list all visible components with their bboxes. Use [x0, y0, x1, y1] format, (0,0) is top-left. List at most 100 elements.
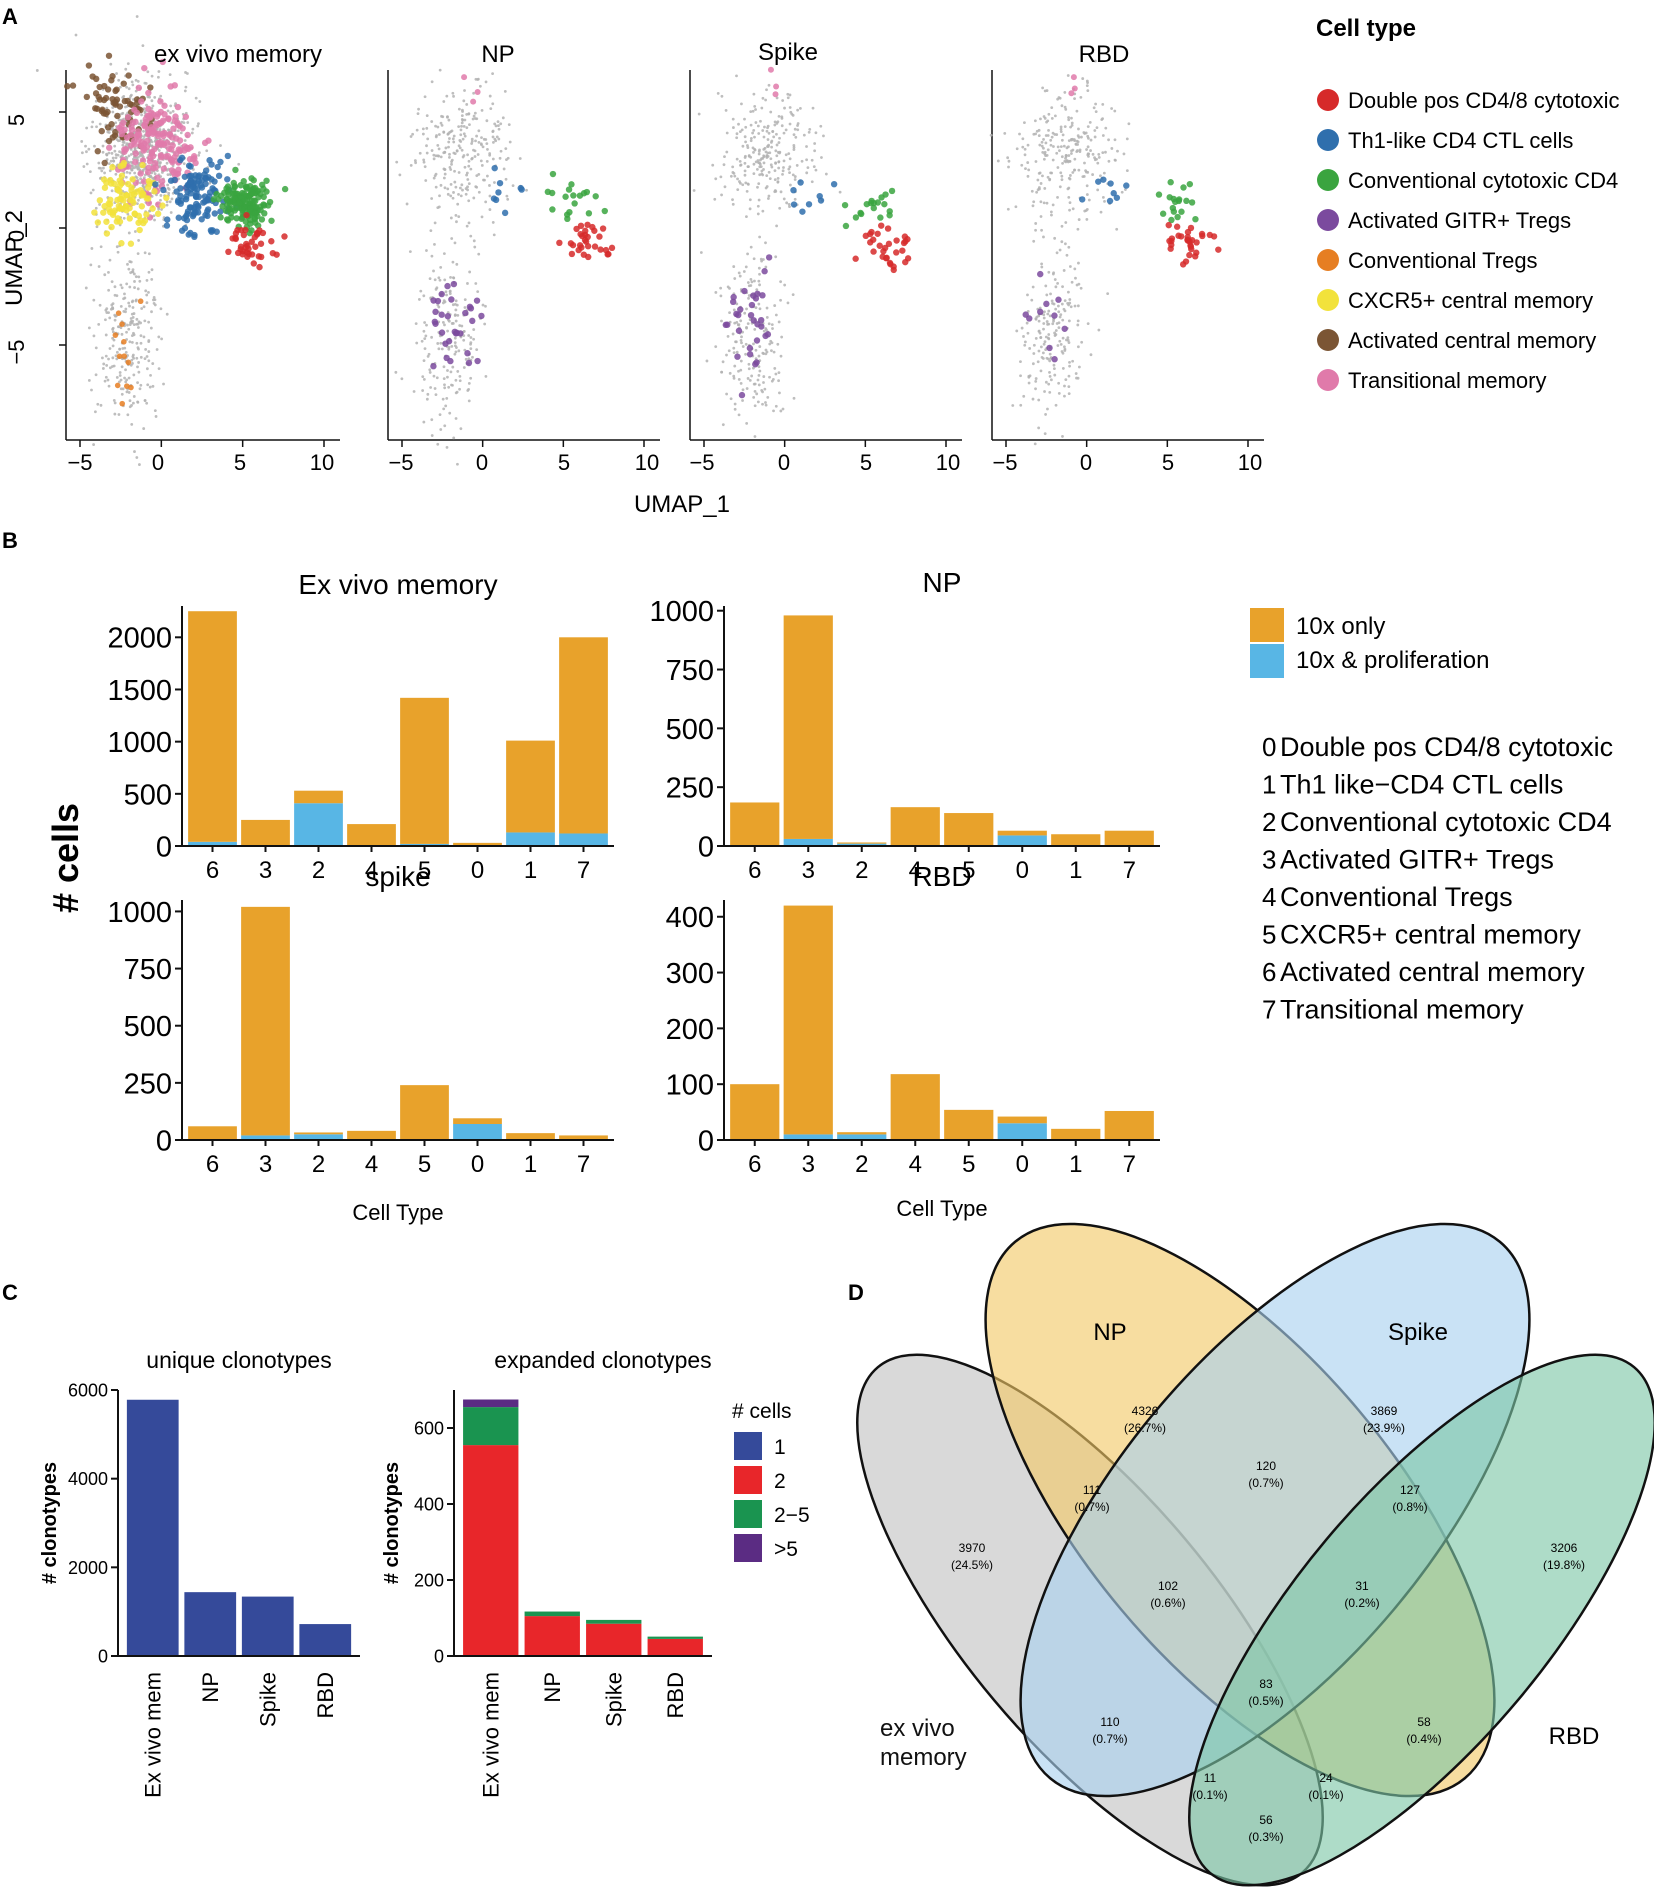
umap-background-cell: [85, 150, 88, 154]
umap-cell-cxcr5: [103, 218, 110, 225]
umap-background-cell: [159, 161, 162, 164]
umap-background-cell: [422, 420, 426, 424]
umap-background-cell: [447, 118, 451, 122]
umap-background-cell: [463, 134, 467, 138]
umap-cell-conv-treg: [119, 400, 126, 407]
umap-background-cell: [752, 128, 756, 132]
umap-background-cell: [435, 134, 438, 137]
umap-background-cell: [125, 85, 128, 89]
y-tick-label: 0: [98, 1646, 108, 1666]
umap-background-cell: [438, 68, 442, 72]
umap-background-cell: [465, 171, 469, 175]
umap-background-cell: [111, 156, 115, 160]
umap-background-cell: [150, 268, 154, 272]
umap-background-cell: [505, 194, 509, 198]
umap-cell-conv-cyto: [601, 207, 608, 215]
umap-background-cell: [434, 185, 438, 189]
umap-background-cell: [732, 265, 736, 268]
umap-background-cell: [96, 402, 100, 406]
umap-xlabel: UMAP_1: [634, 491, 730, 518]
umap-cell-conv-cyto: [1186, 180, 1194, 188]
umap-background-cell: [159, 194, 163, 197]
umap-background-cell: [457, 215, 461, 218]
umap-background-cell: [757, 279, 761, 283]
umap-background-cell: [125, 170, 129, 174]
umap-background-cell: [1066, 187, 1070, 191]
umap-cell-transitional: [201, 139, 209, 147]
umap-cell-double-pos: [597, 246, 604, 253]
umap-background-cell: [465, 103, 469, 106]
umap-background-cell: [453, 169, 456, 173]
umap-background-cell: [1067, 319, 1071, 323]
umap-background-cell: [761, 209, 765, 213]
umap-background-cell: [758, 272, 761, 276]
umap-background-cell: [732, 346, 736, 350]
umap-background-cell: [440, 123, 444, 127]
umap-background-cell: [127, 391, 131, 394]
umap-background-cell: [1085, 193, 1089, 196]
x-tick-label: RBD: [663, 1672, 688, 1718]
umap-background-cell: [93, 144, 96, 148]
umap-background-cell: [480, 215, 484, 219]
umap-cell-th1: [217, 208, 224, 215]
umap-cell-transitional: [145, 89, 152, 97]
umap-background-cell: [165, 203, 169, 207]
umap-background-cell: [796, 122, 800, 125]
umap-background-cell: [420, 339, 424, 343]
umap-background-cell: [766, 124, 770, 128]
celltype-key-number: 1: [1262, 770, 1276, 800]
umap-background-cell: [467, 221, 471, 225]
bar-10x-only: [997, 830, 1047, 836]
umap-background-cell: [426, 354, 430, 358]
umap-background-cell: [770, 145, 774, 149]
umap-background-cell: [788, 93, 792, 97]
umap-background-cell: [782, 166, 785, 169]
umap-background-cell: [129, 160, 133, 164]
umap-background-cell: [462, 329, 466, 333]
legend-label: Th1-like CD4 CTL cells: [1348, 128, 1573, 153]
umap-cell-transitional: [155, 139, 162, 147]
umap-background-cell: [148, 175, 152, 179]
umap-background-cell: [735, 350, 739, 354]
umap-background-cell: [481, 145, 485, 149]
x-tick-label: 7: [577, 857, 590, 884]
umap-background-cell: [767, 143, 770, 147]
umap-cell-conv-cyto: [281, 185, 289, 193]
umap-background-cell: [450, 162, 453, 166]
umap-background-cell: [136, 381, 139, 385]
umap-background-cell: [1060, 302, 1064, 306]
umap-background-cell: [122, 297, 125, 301]
venn-set-rbd: [1188, 1353, 1654, 1887]
umap-background-cell: [1030, 298, 1034, 302]
bar: [126, 1399, 179, 1656]
umap-cell-conv-cyto: [257, 190, 264, 198]
umap-background-cell: [787, 202, 791, 206]
umap-background-cell: [738, 180, 741, 183]
umap-background-cell: [1049, 210, 1053, 214]
umap-cell-transitional: [164, 139, 171, 146]
umap-background-cell: [1076, 149, 1079, 152]
umap-background-cell: [142, 305, 146, 309]
umap-background-cell: [735, 320, 739, 324]
umap-background-cell: [1076, 304, 1080, 308]
umap-cell-transitional: [150, 165, 157, 172]
umap-background-cell: [757, 365, 761, 369]
umap-background-cell: [1106, 292, 1110, 296]
umap-background-cell: [1052, 302, 1056, 306]
umap-background-cell: [1057, 310, 1061, 314]
umap-background-cell: [107, 288, 111, 292]
umap-cell-double-pos: [899, 247, 906, 254]
umap-background-cell: [452, 94, 455, 98]
umap-background-cell: [1050, 213, 1053, 217]
umap-cell-cxcr5: [91, 209, 98, 216]
umap-background-cell: [459, 140, 463, 143]
umap-background-cell: [1086, 322, 1090, 326]
umap-background-cell: [789, 110, 793, 114]
umap-background-cell: [1076, 143, 1079, 146]
umap-background-cell: [754, 306, 758, 310]
umap-background-cell: [89, 263, 93, 267]
umap-cell-transitional: [1071, 85, 1078, 92]
umap-background-cell: [1023, 147, 1027, 151]
umap-background-cell: [1073, 139, 1076, 143]
